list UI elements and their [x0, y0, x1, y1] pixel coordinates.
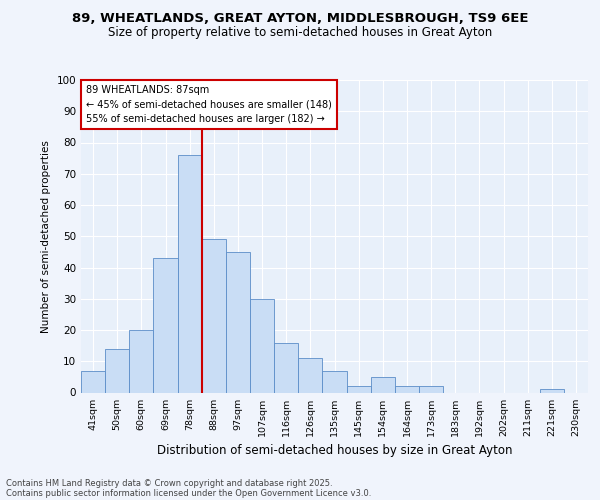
Bar [395, 386, 419, 392]
Bar [81, 370, 105, 392]
Bar [298, 358, 322, 392]
Text: Size of property relative to semi-detached houses in Great Ayton: Size of property relative to semi-detach… [108, 26, 492, 39]
Y-axis label: Number of semi-detached properties: Number of semi-detached properties [41, 140, 51, 332]
Text: 89 WHEATLANDS: 87sqm
← 45% of semi-detached houses are smaller (148)
55% of semi: 89 WHEATLANDS: 87sqm ← 45% of semi-detac… [86, 84, 332, 124]
Bar [129, 330, 154, 392]
X-axis label: Distribution of semi-detached houses by size in Great Ayton: Distribution of semi-detached houses by … [157, 444, 512, 457]
Bar [202, 240, 226, 392]
Bar [250, 298, 274, 392]
Bar [347, 386, 371, 392]
Text: Contains HM Land Registry data © Crown copyright and database right 2025.: Contains HM Land Registry data © Crown c… [6, 478, 332, 488]
Text: 89, WHEATLANDS, GREAT AYTON, MIDDLESBROUGH, TS9 6EE: 89, WHEATLANDS, GREAT AYTON, MIDDLESBROU… [72, 12, 528, 26]
Bar [178, 155, 202, 392]
Bar [105, 349, 129, 393]
Bar [419, 386, 443, 392]
Text: Contains public sector information licensed under the Open Government Licence v3: Contains public sector information licen… [6, 488, 371, 498]
Bar [371, 377, 395, 392]
Bar [274, 342, 298, 392]
Bar [540, 390, 564, 392]
Bar [226, 252, 250, 392]
Bar [322, 370, 347, 392]
Bar [154, 258, 178, 392]
